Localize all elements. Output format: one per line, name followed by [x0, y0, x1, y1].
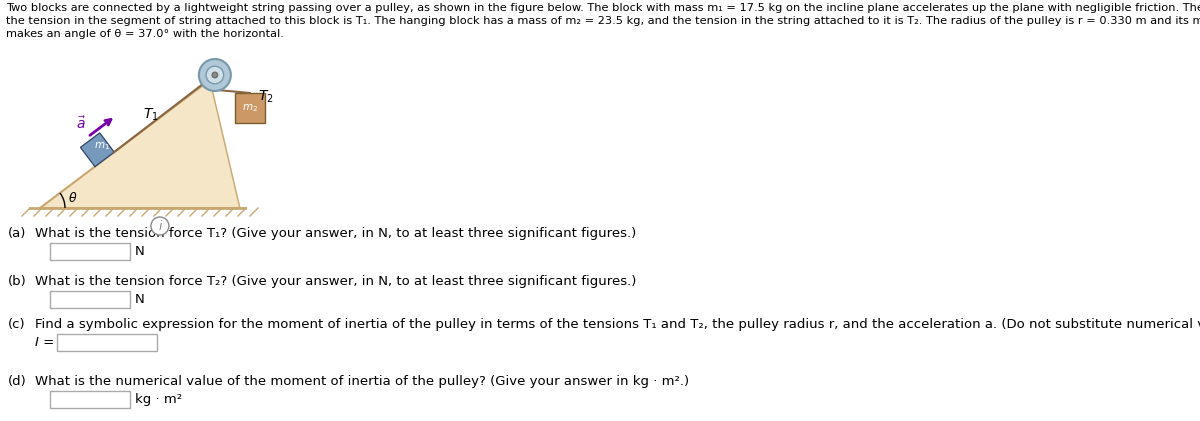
- FancyBboxPatch shape: [235, 93, 265, 123]
- Polygon shape: [80, 133, 114, 167]
- Text: $T_2$: $T_2$: [258, 89, 274, 105]
- Text: i: i: [158, 219, 162, 232]
- FancyBboxPatch shape: [58, 334, 157, 351]
- Text: (c): (c): [8, 318, 25, 331]
- Text: (d): (d): [8, 375, 26, 388]
- Circle shape: [212, 72, 217, 78]
- Circle shape: [151, 217, 169, 235]
- Text: What is the tension force T₁? (Give your answer, in N, to at least three signifi: What is the tension force T₁? (Give your…: [35, 227, 636, 240]
- Text: (b): (b): [8, 275, 26, 288]
- Text: $T_1$: $T_1$: [143, 107, 158, 123]
- FancyBboxPatch shape: [50, 391, 130, 408]
- FancyBboxPatch shape: [50, 291, 130, 308]
- Text: kg · m²: kg · m²: [134, 393, 182, 406]
- Text: the tension in the segment of string attached to this block is T₁. The hanging b: the tension in the segment of string att…: [6, 16, 1200, 26]
- Circle shape: [206, 66, 223, 84]
- Text: (a): (a): [8, 227, 26, 240]
- Circle shape: [199, 59, 230, 91]
- Text: $m_1$: $m_1$: [94, 140, 109, 152]
- Text: $m_2$: $m_2$: [242, 102, 258, 114]
- Text: $\vec{a}$: $\vec{a}$: [76, 115, 86, 132]
- Text: N: N: [134, 245, 145, 258]
- Polygon shape: [40, 80, 240, 208]
- Text: Find a symbolic expression for the moment of inertia of the pulley in terms of t: Find a symbolic expression for the momen…: [35, 318, 1200, 331]
- Text: $\theta$: $\theta$: [68, 191, 78, 205]
- Text: What is the numerical value of the moment of inertia of the pulley? (Give your a: What is the numerical value of the momen…: [35, 375, 689, 388]
- Text: I =: I =: [35, 336, 54, 349]
- Text: N: N: [134, 293, 145, 306]
- Text: Two blocks are connected by a lightweight string passing over a pulley, as shown: Two blocks are connected by a lightweigh…: [6, 3, 1200, 13]
- Text: What is the tension force T₂? (Give your answer, in N, to at least three signifi: What is the tension force T₂? (Give your…: [35, 275, 636, 288]
- FancyBboxPatch shape: [50, 243, 130, 260]
- Text: makes an angle of θ = 37.0° with the horizontal.: makes an angle of θ = 37.0° with the hor…: [6, 29, 284, 39]
